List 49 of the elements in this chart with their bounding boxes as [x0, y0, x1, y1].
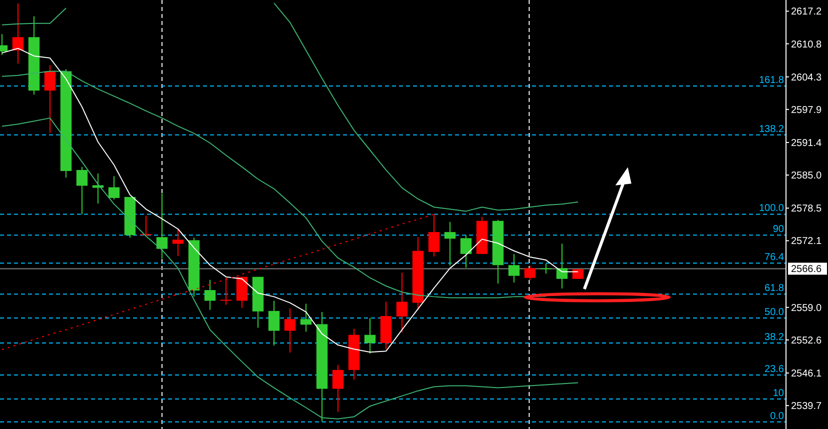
candlestick: [332, 364, 344, 412]
candlestick: [172, 229, 184, 256]
y-tick-label: 2604.3: [791, 72, 822, 84]
annotation: 10: [772, 388, 784, 399]
y-tick-label: 2572.1: [791, 236, 822, 248]
y-tick-label: 2617.2: [791, 6, 822, 18]
annotation: 138.2: [758, 124, 784, 135]
annotation: 38.2: [764, 332, 784, 343]
y-tick-label: 2585.0: [791, 170, 822, 182]
candlestick: [284, 308, 296, 354]
annotation: 0.0: [770, 410, 784, 422]
line-series: [2, 70, 546, 298]
ref-line-label: 2566.6: [791, 264, 822, 276]
candlestick: [460, 234, 472, 268]
annotation: 23.6: [764, 364, 784, 376]
candlestick: [540, 263, 552, 274]
y-tick-label: 2597.9: [791, 104, 822, 116]
candlestick: [108, 176, 120, 200]
candlestick: [12, 3, 24, 64]
y-tick-label: 2610.8: [791, 39, 822, 50]
y-tick-label: 2546.1: [791, 368, 822, 380]
candlestick: [156, 192, 168, 260]
line-series: [2, 118, 578, 420]
candlestick: [44, 64, 56, 134]
candlestick: [556, 243, 568, 290]
candlestick: [444, 221, 456, 266]
candlestick: [220, 277, 232, 306]
candlestick: [92, 173, 104, 204]
annotation: 100.0: [758, 203, 784, 214]
y-tick-label: 2559.0: [791, 302, 822, 314]
annotation: 90: [772, 224, 784, 236]
candlestick: [268, 300, 280, 346]
candlestick: [300, 303, 312, 332]
y-tick-label: 2539.7: [791, 401, 822, 412]
candlestick: [364, 318, 376, 354]
y-tick-label: 2552.6: [791, 335, 822, 346]
candlestick: [76, 166, 88, 215]
annotation: 50.0: [764, 307, 784, 318]
annotation: 61.8: [764, 283, 784, 294]
candlestick: [508, 253, 520, 283]
annotation: 161.8: [758, 75, 784, 86]
candlestick: [572, 268, 584, 280]
candlestick: [204, 279, 216, 310]
candlestick: [396, 272, 408, 333]
y-tick-label: 2591.4: [791, 138, 822, 149]
annotation: 76.4: [764, 252, 784, 264]
candlestick: [524, 265, 536, 280]
y-tick-label: 2578.5: [791, 204, 822, 215]
candlestick: [236, 276, 248, 308]
